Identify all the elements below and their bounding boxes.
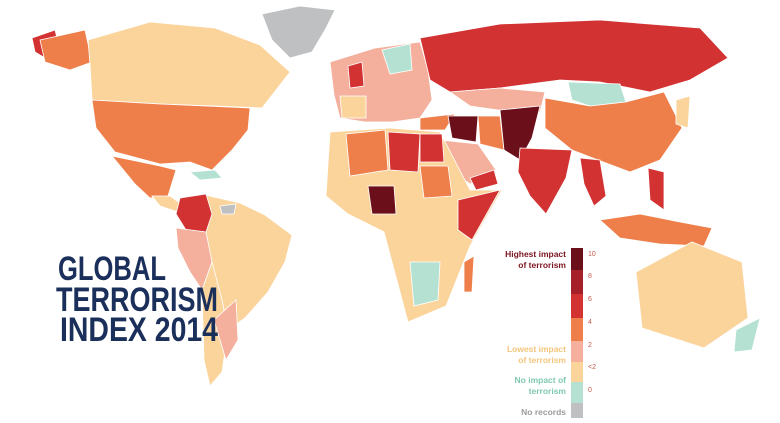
legend-scale-label: 4 [588, 319, 592, 326]
legend-swatch [571, 341, 583, 362]
madagascar [463, 255, 475, 293]
legend-swatch [571, 362, 583, 382]
legend-swatch [571, 294, 583, 318]
world-map [31, 5, 761, 387]
japan [675, 95, 691, 129]
legend: Highest impact of terrorism Lowest impac… [505, 248, 596, 418]
alaska [39, 29, 93, 71]
yemen [469, 169, 499, 191]
legend-group-label: terrorism [529, 386, 567, 396]
legend-swatch [571, 248, 583, 270]
legend-group-label: No impact of [515, 375, 567, 385]
somalia-kenya [457, 189, 501, 241]
legend-group-label: No records [521, 407, 566, 417]
argentina-north [213, 299, 239, 361]
title-line: GLOBAL [58, 250, 166, 288]
egypt [419, 133, 445, 163]
legend-group-label: Highest impact [505, 249, 566, 259]
turkey [419, 113, 456, 131]
iberia [339, 95, 367, 119]
colombia [175, 193, 213, 233]
legend-scale-label: 8 [588, 273, 592, 280]
new-zealand [733, 317, 761, 353]
legend-swatch [571, 382, 583, 403]
india [517, 147, 573, 215]
greenland [261, 5, 336, 59]
legend-group-label: of terrorism [518, 355, 566, 365]
legend-group-label: Lowest impact [507, 344, 566, 354]
legend-group-label: of terrorism [518, 260, 566, 270]
philippines [647, 167, 665, 211]
guiana [219, 203, 237, 215]
legend-scale-label: 10 [588, 251, 596, 258]
legend-scale-label: 0 [588, 387, 592, 394]
legend-scale-label: 2 [588, 342, 592, 349]
uk [347, 61, 365, 89]
caribbean [188, 169, 223, 181]
map-title: GLOBAL TERRORISM INDEX 2014 [56, 250, 218, 349]
china [544, 91, 683, 173]
central-asia [448, 87, 546, 113]
legend-scale-label: <2 [588, 364, 596, 371]
russia [419, 19, 729, 93]
legend-swatch [571, 270, 583, 294]
iran [477, 115, 505, 151]
legend-swatch [571, 318, 583, 341]
title-line: INDEX 2014 [60, 311, 218, 349]
australia [635, 241, 749, 349]
algeria [345, 129, 389, 177]
indonesia [599, 213, 713, 247]
iraq [447, 115, 479, 143]
sudan [419, 165, 453, 199]
africa [325, 127, 503, 323]
thailand-myanmar [579, 157, 607, 207]
title-line: TERRORISM [56, 281, 218, 319]
nigeria [367, 185, 397, 215]
southern-africa [409, 261, 441, 307]
legend-swatch [571, 403, 583, 418]
scandinavia [381, 43, 413, 75]
legend-scale-label: 6 [588, 296, 592, 303]
mongolia [567, 81, 627, 107]
canada [87, 21, 291, 109]
libya [387, 131, 421, 173]
